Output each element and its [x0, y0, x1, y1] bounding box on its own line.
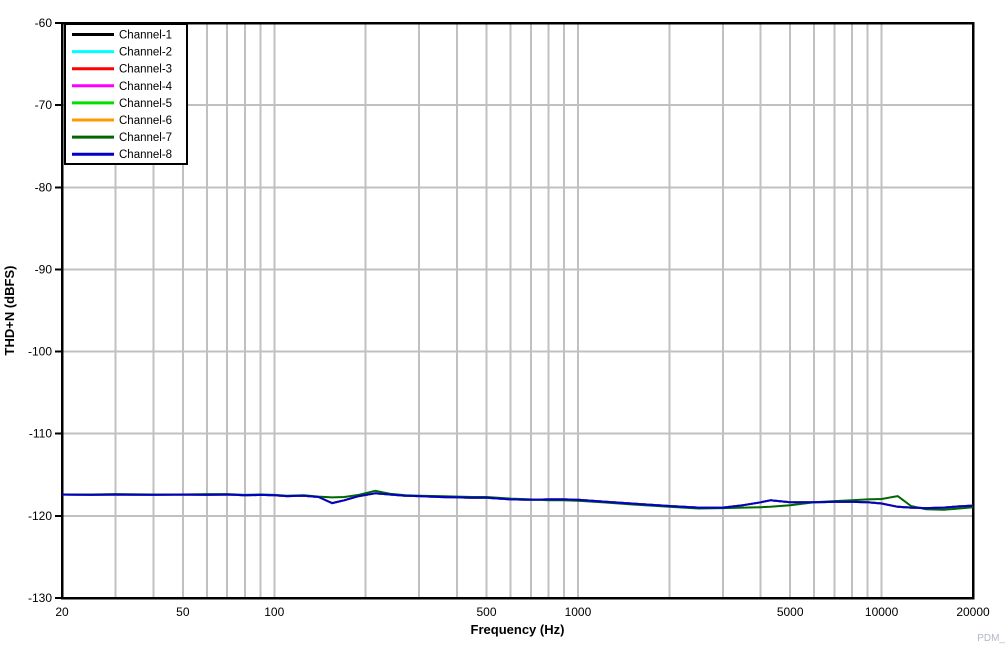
y-tick-label: -70: [35, 98, 53, 112]
legend-label: Channel-1: [119, 30, 172, 42]
x-tick-label: 500: [476, 605, 496, 619]
legend-label: Channel-3: [119, 64, 172, 76]
legend-label: Channel-2: [119, 47, 172, 59]
x-tick-label: 1000: [565, 605, 592, 619]
y-tick-label: -120: [28, 509, 52, 523]
legend-label: Channel-8: [119, 149, 172, 161]
y-axis: -60 -70 -80 -90 -100 -110 -120 -130: [28, 16, 62, 605]
legend-entry: Channel-7: [72, 132, 172, 144]
watermark: PDM_: [977, 633, 1005, 644]
y-tick-label: -110: [29, 427, 52, 441]
y-tick-label: -100: [28, 345, 52, 359]
x-tick-label: 50: [176, 605, 190, 619]
legend-entry: Channel-1: [72, 30, 172, 42]
y-tick-label: -130: [28, 591, 52, 605]
legend-entry: Channel-5: [72, 98, 172, 110]
gridlines: [62, 23, 973, 598]
legend-entry: Channel-4: [72, 81, 173, 93]
series-line-channel-8: [61, 492, 974, 510]
x-tick-label: 5000: [777, 605, 804, 619]
y-tick-label: -80: [35, 180, 53, 194]
legend-box: [64, 23, 188, 165]
x-tick-label: 10000: [865, 605, 899, 619]
plot-frame: [60, 21, 975, 600]
legend-entry: Channel-6: [72, 115, 172, 127]
y-axis-title: THD+N (dBFS): [2, 266, 17, 356]
y-tick-label: -60: [35, 16, 53, 30]
x-axis-title: Frequency (Hz): [471, 622, 565, 637]
legend-entry: Channel-2: [72, 47, 172, 59]
x-tick-label: 100: [264, 605, 284, 619]
legend: Channel-1 Channel-2 Channel-3 Channel-4 Chan…: [64, 23, 188, 165]
series-lines: [61, 489, 974, 511]
legend-label: Channel-4: [119, 81, 173, 93]
y-tick-label: -90: [35, 262, 53, 276]
x-tick-label: 20: [55, 605, 69, 619]
legend-label: Channel-6: [119, 115, 172, 127]
legend-entry: Channel-8: [72, 149, 172, 161]
x-axis: 20 50 100 500 1000 5000 10000 20000: [55, 605, 990, 619]
x-tick-label: 20000: [956, 605, 990, 619]
legend-label: Channel-7: [119, 132, 172, 144]
legend-entry: Channel-3: [72, 64, 172, 76]
legend-label: Channel-5: [119, 98, 172, 110]
